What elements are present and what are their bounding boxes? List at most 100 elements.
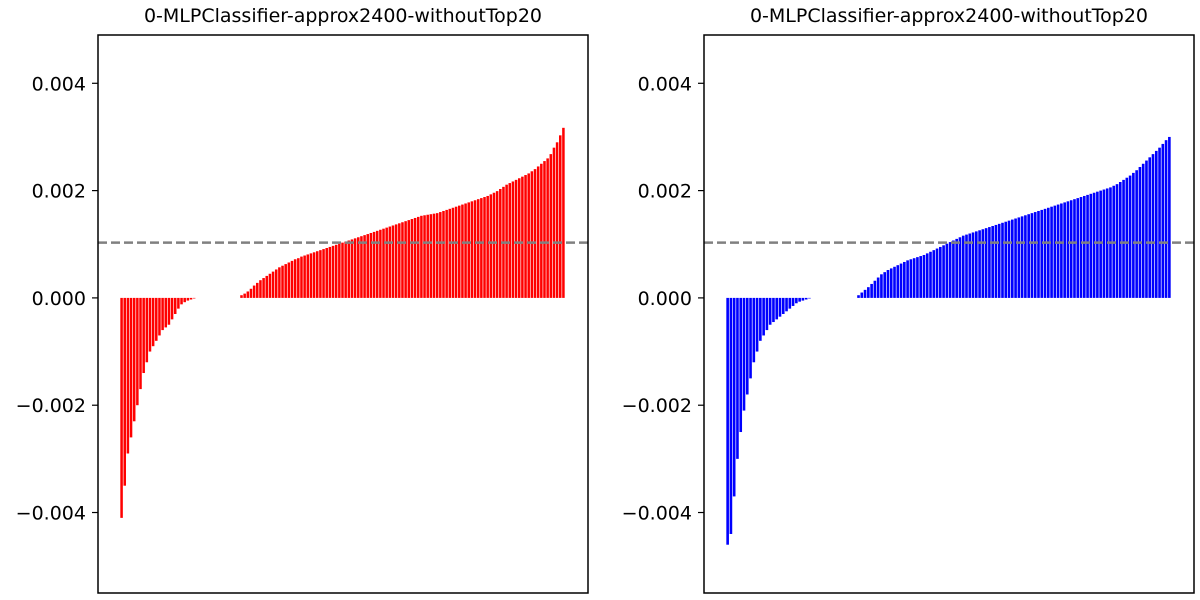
bar (1011, 219, 1014, 298)
bar (906, 260, 909, 298)
y-tick-label: 0.000 (32, 288, 86, 310)
bar (984, 228, 988, 298)
bar (319, 250, 322, 298)
bar (363, 235, 366, 298)
bar (968, 233, 972, 298)
bar (857, 295, 860, 298)
plot-frame (703, 34, 1195, 594)
right-chart-title: 0-MLPClassifier-approx2400-withoutTop20 (750, 5, 1148, 27)
left-chart-title: 0-MLPClassifier-approx2400-withoutTop20 (144, 5, 542, 27)
bar (909, 259, 913, 298)
bar (1007, 220, 1011, 298)
bar (1122, 179, 1125, 298)
bar (1158, 147, 1161, 298)
bar (350, 239, 354, 298)
bar (306, 254, 310, 298)
bar (338, 243, 341, 298)
bar (274, 269, 278, 298)
bar (189, 297, 193, 300)
bar (281, 265, 284, 298)
bar (1132, 172, 1135, 298)
bar (736, 297, 739, 459)
bar (1014, 218, 1017, 298)
bar (975, 231, 978, 298)
bar (372, 231, 376, 298)
bar (158, 297, 161, 336)
right-chart-panel: 0-MLPClassifier-approx2400-withoutTop20 … (622, 5, 1195, 594)
bar (994, 224, 998, 298)
bar (991, 226, 994, 298)
bar (322, 249, 325, 298)
bar (1096, 191, 1099, 298)
bar (473, 200, 477, 298)
bar (745, 297, 749, 395)
bar (1046, 207, 1050, 298)
bar (145, 297, 149, 363)
bar (883, 272, 887, 298)
bar (1017, 217, 1021, 298)
bar (1063, 202, 1066, 298)
plot-frame (97, 34, 589, 594)
y-tick-label: 0.004 (638, 73, 692, 95)
bar (454, 206, 458, 298)
bar (303, 255, 306, 298)
bar (1125, 177, 1129, 298)
bar (948, 242, 952, 298)
y-tick-label: −0.002 (622, 395, 692, 417)
bar (524, 175, 527, 298)
bar (952, 240, 955, 298)
bar (476, 199, 480, 298)
bar (268, 273, 272, 298)
bar (739, 297, 743, 433)
bar (893, 266, 896, 298)
bar (742, 297, 746, 411)
bar (916, 257, 919, 298)
bar (1066, 201, 1070, 298)
bar (489, 194, 493, 298)
bar (186, 297, 190, 301)
bar (935, 248, 939, 298)
bar (1135, 170, 1138, 298)
y-tick-label: −0.004 (16, 503, 86, 525)
bar (379, 229, 382, 298)
bar (180, 297, 183, 305)
bar (1050, 206, 1053, 298)
bar (860, 292, 864, 298)
bar (151, 297, 155, 347)
bar (467, 202, 470, 298)
bar (366, 234, 370, 298)
bar (347, 240, 351, 298)
bar (353, 238, 357, 298)
bar (768, 297, 772, 325)
bar (458, 205, 461, 298)
bar (161, 297, 164, 331)
bar (404, 221, 407, 298)
bar (357, 237, 360, 298)
bar (394, 224, 398, 298)
bar (300, 256, 303, 298)
bar (886, 270, 890, 298)
bar (155, 297, 158, 341)
bar (536, 166, 540, 298)
bar (382, 228, 385, 298)
bar (170, 297, 174, 320)
bar (762, 297, 765, 336)
bar (899, 263, 903, 298)
left-chart-panel: 0-MLPClassifier-approx2400-withoutTop20 … (16, 5, 589, 594)
bar (142, 297, 145, 374)
bar (981, 229, 985, 298)
bar (256, 282, 259, 298)
bar (1082, 195, 1086, 298)
bar (1099, 190, 1102, 298)
bar (1089, 193, 1093, 298)
bar (341, 242, 344, 298)
bar (808, 297, 811, 299)
bar (173, 297, 177, 314)
bar (290, 260, 294, 298)
y-tick-label: 0.002 (638, 181, 692, 203)
bar (1033, 212, 1037, 298)
bar (873, 280, 877, 298)
bar (511, 181, 515, 298)
bar (919, 256, 922, 298)
